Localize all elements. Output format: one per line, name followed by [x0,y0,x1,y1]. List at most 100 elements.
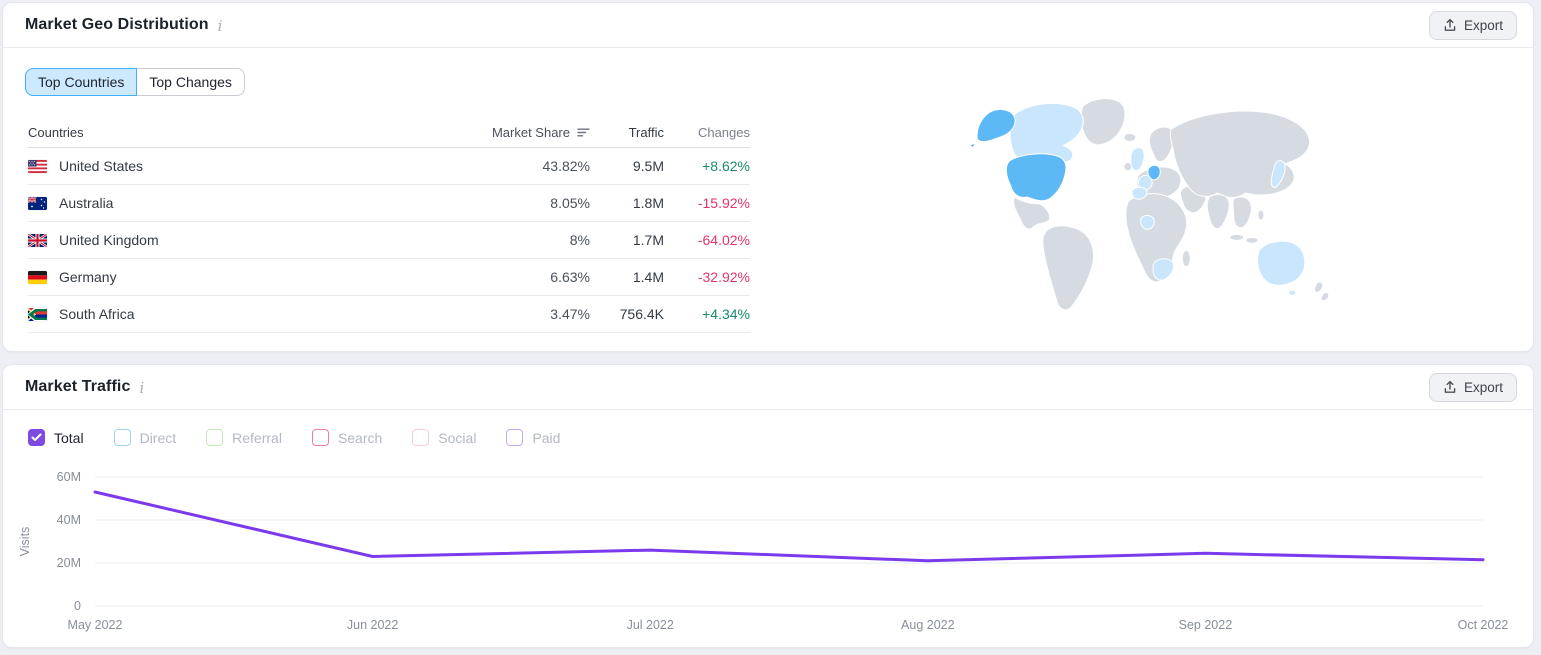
world-map [951,85,1355,318]
map-germany [1147,164,1161,181]
legend-label: Search [337,429,383,446]
map-south-america [1042,225,1094,311]
visits-line-chart: 0 20M 40M 60M Visits May 2022 Jun 2022 Jul 2022… [3,460,1533,643]
legend-label: Social [438,429,477,446]
traffic-value: 1.8M [632,195,664,211]
map-tasmania [1288,289,1297,296]
tab-top-changes[interactable]: Top Changes [137,68,245,96]
map-india [1206,193,1230,230]
column-header-market-share[interactable]: Market Share [468,125,590,140]
market-share-value: 8% [569,232,590,248]
export-upload-icon [1444,380,1456,393]
map-alaska [968,108,1016,149]
legend-checkbox-paid[interactable]: Paid [506,429,560,446]
series-line-total [93,490,1485,563]
x-tick-label: Jun 2022 [347,618,398,632]
change-value: +4.34% [702,306,750,322]
geo-export-button[interactable]: Export [1428,10,1517,40]
au-flag-icon [28,196,47,210]
de-flag-icon [28,270,47,284]
change-value: +8.62% [702,158,750,174]
map-greenland [1080,98,1126,146]
country-name: United States [59,158,144,174]
legend-label: Total [54,429,84,446]
table-row[interactable]: United States 43.82% 9.5M +8.62% [28,148,750,185]
geo-table-header-row: Countries Market Share Traffic Changes [28,118,750,148]
market-share-value: 8.05% [550,195,590,211]
map-scandinavia [1148,126,1175,163]
map-asia [1169,110,1310,198]
y-axis-label: Visits [18,527,32,557]
export-upload-icon [1444,18,1456,31]
table-row[interactable]: South Africa 3.47% 756.4K +4.34% [28,296,750,333]
traffic-export-button[interactable]: Export [1428,372,1517,402]
legend-checkbox-total[interactable]: Total [28,429,84,446]
legend-checkbox-search[interactable]: Search [311,429,383,446]
y-tick-label: 20M [57,556,81,570]
y-tick-label: 60M [57,470,81,484]
map-united-kingdom [1130,147,1145,172]
map-new-zealand [1314,281,1330,302]
sort-descending-icon [577,128,590,137]
legend-checkbox-direct[interactable]: Direct [113,429,177,446]
country-name: Australia [59,195,114,211]
x-tick-label: Jul 2022 [627,618,674,632]
change-value: -15.92% [697,195,750,211]
map-madagascar [1181,249,1191,268]
country-name: Germany [59,269,117,285]
market-share-value: 6.63% [550,269,590,285]
map-france [1137,174,1153,191]
country-name: United Kingdom [59,232,159,248]
traffic-value: 1.7M [632,232,664,248]
traffic-card-title: Market Traffic [25,378,131,395]
check-icon [31,433,42,441]
change-value: -32.92% [697,269,750,285]
map-indonesia-1 [1229,233,1245,241]
traffic-value: 9.5M [632,158,664,174]
column-header-traffic[interactable]: Traffic [628,125,664,140]
y-tick-label: 40M [57,513,81,527]
x-tick-label: Aug 2022 [901,618,955,632]
map-mexico-central-america [1013,196,1051,230]
map-south-africa [1152,258,1175,281]
legend-checkbox-social[interactable]: Social [412,429,476,446]
legend-label: Paid [532,429,561,446]
map-spain [1131,186,1148,200]
legend-label: Referral [232,429,282,446]
map-philippines [1257,209,1265,221]
x-tick-label: Oct 2022 [1458,618,1509,632]
tab-top-countries[interactable]: Top Countries [25,68,138,96]
x-tick-label: May 2022 [68,618,123,632]
market-traffic-card: Market Traffic i Export Total Direct Refer… [2,364,1534,648]
legend-label: Direct [139,429,177,446]
map-nigeria [1140,214,1155,230]
map-japan [1270,160,1286,188]
geo-export-label: Export [1463,17,1503,33]
geo-countries-table: Countries Market Share Traffic Changes U… [28,118,750,333]
geo-card-title: Market Geo Distribution [25,16,209,33]
table-row[interactable]: Australia 8.05% 1.8M -15.92% [28,185,750,222]
traffic-value: 1.4M [632,269,664,285]
geo-card-header: Market Geo Distribution i Export [3,3,1533,48]
traffic-card-header: Market Traffic i Export [3,365,1533,410]
info-icon[interactable]: i [217,17,223,35]
x-tick-label: Sep 2022 [1179,618,1233,632]
column-header-changes[interactable]: Changes [697,125,750,140]
market-share-value: 43.82% [542,158,590,174]
geo-tab-group: Top Countries Top Changes [25,68,245,96]
table-row[interactable]: United Kingdom 8% 1.7M -64.02% [28,222,750,259]
info-icon[interactable]: i [139,379,145,397]
traffic-export-label: Export [1463,379,1503,395]
market-geo-distribution-card: Market Geo Distribution i Export Top Cou… [2,2,1534,352]
table-row[interactable]: Germany 6.63% 1.4M -32.92% [28,259,750,296]
market-share-value: 3.47% [550,306,590,322]
us-flag-icon [28,159,47,173]
legend-checkbox-referral[interactable]: Referral [206,429,282,446]
map-australia [1257,240,1306,286]
country-name: South Africa [59,306,135,322]
traffic-series-legend: Total Direct Referral Search Social Paid [28,429,1533,446]
column-header-countries[interactable]: Countries [28,125,84,140]
map-united-states [1005,153,1067,202]
map-indonesia-2 [1245,236,1259,244]
change-value: -64.02% [697,232,750,248]
